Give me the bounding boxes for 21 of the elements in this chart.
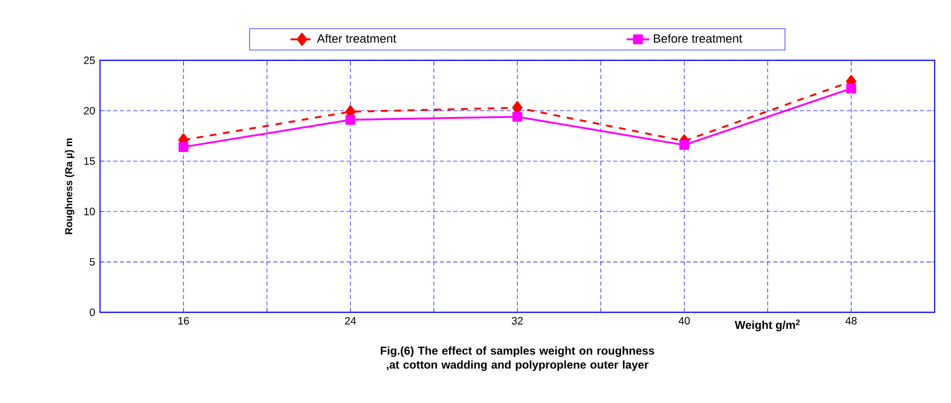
point (512, 112, 522, 122)
y-axis-title: Roughness (Ra µ) m (64, 138, 74, 234)
point (846, 84, 856, 94)
x-tick-label: 24 (345, 317, 356, 324)
point (345, 114, 356, 125)
x-axis-title: Weight g/m$^{2}$ (734, 320, 800, 332)
x-tick-label: 40 (678, 317, 690, 325)
y-tick-label: 0 (90, 308, 95, 316)
x-tick-label: 48 (846, 317, 857, 325)
y-tick-label: 20 (84, 106, 95, 114)
y-tick-label: 10 (84, 208, 95, 216)
x-tick-label: 16 (178, 317, 189, 325)
legend-label: After treatment (316, 34, 396, 43)
legend-label: Before treatment (654, 34, 742, 43)
point (178, 142, 188, 152)
x-tick-label: 32 (512, 317, 523, 325)
y-tick-label: 15 (84, 157, 95, 165)
text: Fig.(6) The effect of samples weight on roughness ,at cotton wadding and polyproplene outer layer (380, 346, 654, 371)
y-tick-label: 5 (90, 258, 95, 266)
point (679, 140, 690, 150)
y-tick-label: 25 (84, 56, 95, 64)
